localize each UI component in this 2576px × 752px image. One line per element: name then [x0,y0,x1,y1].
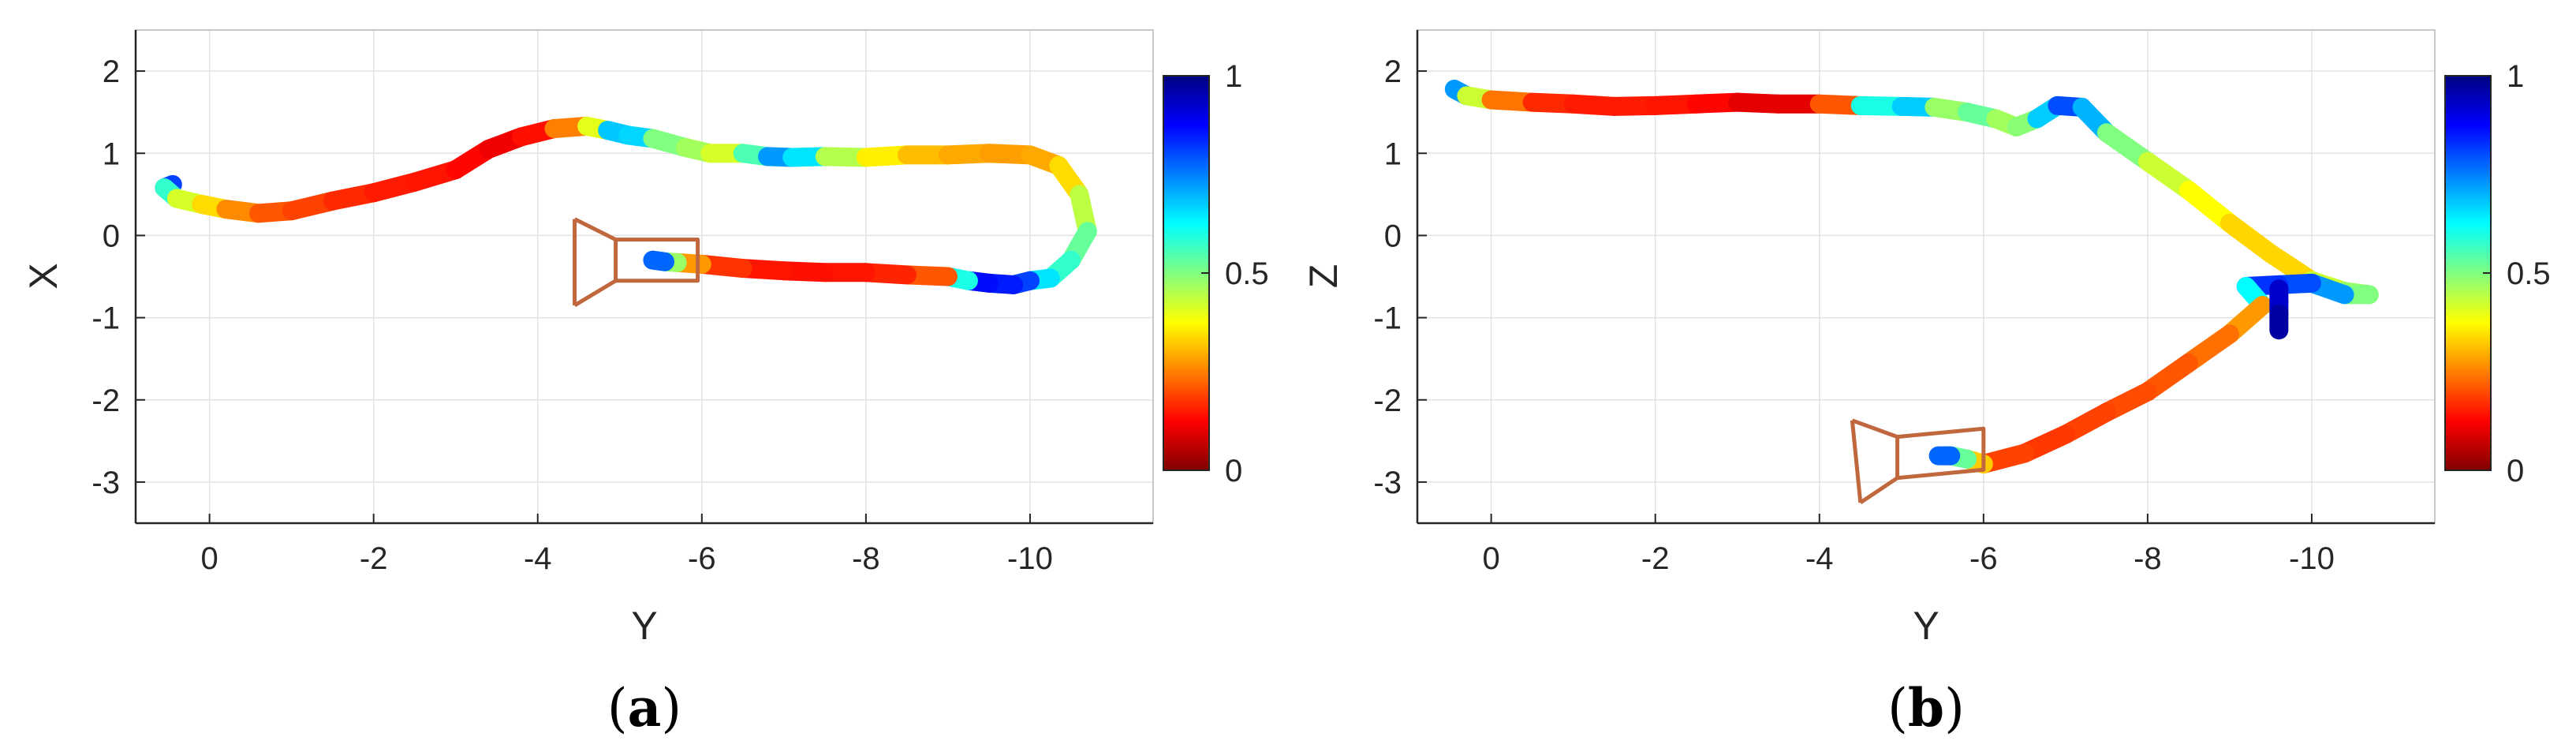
colorbar-tick-labels: 10.50 [1201,59,1269,488]
y-tick-label: -3 [1373,466,1402,500]
y-tick-labels: 2 1 0 -1 -2 -3 [1373,54,1427,500]
y-tick-label: -3 [91,466,120,500]
caption: (a) [607,677,681,739]
x-tick-label: -4 [1805,541,1834,576]
camera-back-edge [1850,420,1863,503]
x-tick-label: -10 [2289,541,2335,576]
colorbar-tick-label: 1 [1225,59,1242,94]
colorbar-tick-label: 0.5 [2507,256,2551,291]
x-tick-labels: 0 -2 -4 -6 -8 -10 [201,514,1053,576]
camera-edge [573,217,617,241]
x-tick-label: 0 [201,541,218,576]
x-tick-labels: 0 -2 -4 -6 -8 -10 [1483,514,2335,576]
y-tick-label: 1 [1384,137,1402,171]
panel-a: 0 -2 -4 -6 -8 -10 210-1-2-3 Y X 10.50 (a) [21,29,1269,739]
x-tick-label: -8 [2134,541,2162,576]
y-tick-label: 2 [103,54,120,89]
camera-frustum [1850,418,1986,505]
colorbar-tick-labels: 10.50 [2483,59,2551,488]
x-tick-label: -10 [1007,541,1053,576]
y-tick-label: 2 [1384,54,1402,89]
y-tick-label: -1 [91,301,120,336]
camera-edge [1859,476,1898,505]
y-tick-labels: 2 1 0 -1 -2 -3 [91,54,145,500]
trajectory [1444,80,2379,473]
trajectory-segment [643,250,675,271]
colorbar-tick-label: 0 [2507,454,2524,488]
trajectory [155,116,1097,294]
camera-image-plane [1895,426,1986,481]
camera-edge [1851,418,1898,439]
y-tick-label: -2 [1373,383,1402,418]
x-axis-label: Y [1913,604,1939,648]
camera-frustum [573,217,700,308]
x-tick-label: -8 [852,541,880,576]
y-axis-label: Z [1301,264,1346,289]
x-tick-label: -4 [524,541,552,576]
y-tick-label: 1 [103,137,120,171]
x-tick-label: -2 [1641,541,1670,576]
x-axis-label: Y [631,604,657,648]
grid [136,30,1153,523]
y-tick-label: 0 [1384,219,1402,253]
x-tick-label: -6 [1969,541,1998,576]
y-tick-label: 0 [103,219,120,253]
camera-edge [573,279,617,308]
y-tick-label: -1 [1373,301,1402,336]
y-tick-label: -2 [91,383,120,418]
y-axis-label: X [21,263,65,289]
camera-image-plane [614,238,700,283]
colorbar-tick-label: 1 [2507,59,2524,94]
x-tick-label: 0 [1483,541,1500,576]
colorbar-tick-label: 0.5 [1225,256,1269,291]
x-tick-label: -2 [360,541,388,576]
panel-b: 0 -2 -4 -6 -8 -10 210-1-2-3 Y Z 10.50 (b) [1301,29,2551,739]
x-tick-label: -6 [688,541,716,576]
caption: (b) [1887,677,1965,739]
colorbar-tick-label: 0 [1225,454,1242,488]
